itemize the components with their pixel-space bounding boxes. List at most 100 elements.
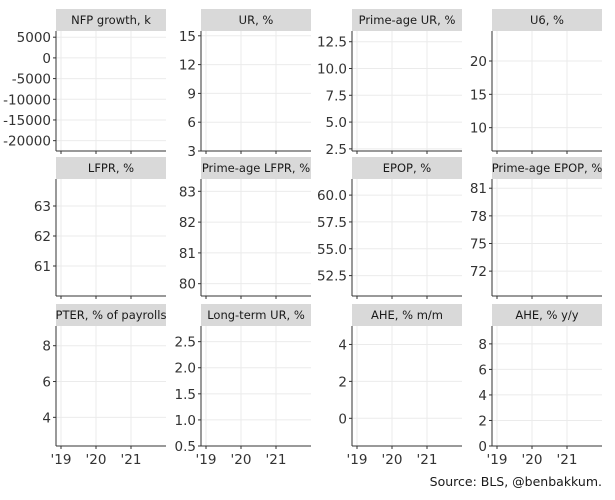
facet-title: Prime-age UR, % — [359, 13, 456, 27]
y-tick-label: 15 — [470, 87, 487, 103]
y-tick-label: 8 — [478, 337, 487, 353]
facet-strip — [492, 304, 602, 326]
facet-strip — [201, 157, 311, 179]
facet-title: EPOP, % — [383, 161, 431, 175]
facet-panel-9: Long-term UR, % 2.5 2.0 1.5 1.0 0.5'19 '20 '21 — [175, 304, 311, 468]
y-tick-label: 52.5 — [317, 269, 347, 285]
y-tick-label: 3 — [187, 144, 196, 160]
facet-panel-10: AHE, % m/m 4 2 0 '19 '20 '21 — [338, 304, 462, 468]
y-tick-label: -10000 — [3, 92, 51, 108]
x-tick-label: '19 — [51, 452, 72, 468]
facet-strip — [352, 157, 462, 179]
y-tick-label: 80 — [179, 277, 196, 293]
x-tick-label: '20 — [522, 452, 543, 468]
x-tick-label: '20 — [382, 452, 403, 468]
facet-title: Prime-age LFPR, % — [202, 161, 310, 175]
facet-strip — [352, 304, 462, 326]
y-tick-label: 78 — [470, 209, 487, 225]
y-tick-label: 62 — [34, 229, 51, 245]
y-tick-label: 2.5 — [326, 142, 347, 158]
y-tick-label: 4 — [42, 410, 51, 426]
y-tick-label: 60.0 — [317, 188, 347, 204]
panel-background — [201, 326, 311, 446]
y-tick-label: 4 — [338, 337, 347, 353]
y-tick-label: 57.5 — [317, 215, 347, 231]
y-tick-label: 0 — [478, 439, 487, 455]
facet-strip — [56, 304, 166, 326]
y-tick-label: 0 — [42, 51, 51, 67]
y-tick-label: 5.0 — [326, 115, 347, 131]
panel-background — [201, 179, 311, 296]
facet-strip — [492, 157, 602, 179]
x-tick-label: '19 — [347, 452, 368, 468]
facet-panel-0: NFP growth, k 5000 0 -5000 -10000 -15000 -2000… — [3, 9, 166, 154]
y-tick-label: 15 — [179, 29, 196, 45]
y-tick-label: 0.5 — [175, 439, 196, 455]
y-tick-label: -15000 — [3, 113, 51, 129]
facet-strip — [352, 9, 462, 31]
y-tick-label: 61 — [34, 259, 51, 275]
y-tick-label: 2 — [338, 374, 347, 390]
facet-title: Long-term UR, % — [207, 308, 305, 322]
y-tick-label: 81 — [179, 246, 196, 262]
x-tick-label: '21 — [557, 452, 578, 468]
panel-background — [201, 31, 311, 151]
facet-panel-2: Prime-age UR, % 12.5 10.0 7.5 5.0 2.5 — [317, 9, 462, 158]
y-tick-label: 9 — [187, 86, 196, 102]
panel-background — [56, 179, 166, 296]
y-tick-label: 2.5 — [175, 335, 196, 351]
y-tick-label: 1.0 — [175, 413, 196, 429]
panel-background — [352, 31, 462, 151]
y-tick-label: 82 — [179, 215, 196, 231]
y-tick-label: 6 — [478, 362, 487, 378]
facet-panel-5: Prime-age LFPR, % 83 82 81 80 — [179, 157, 311, 299]
panel-background — [56, 326, 166, 446]
y-tick-label: -5000 — [12, 72, 51, 88]
y-tick-label: 6 — [42, 375, 51, 391]
x-tick-label: '19 — [196, 452, 217, 468]
facet-title: AHE, % m/m — [371, 308, 443, 322]
y-tick-label: 1.5 — [175, 387, 196, 403]
x-tick-label: '21 — [417, 452, 438, 468]
y-tick-label: 20 — [470, 54, 487, 70]
facet-strip — [56, 9, 166, 31]
panel-background — [352, 179, 462, 296]
y-tick-label: 5000 — [17, 30, 51, 46]
x-tick-label: '20 — [231, 452, 252, 468]
x-tick-label: '19 — [487, 452, 508, 468]
x-tick-label: '21 — [266, 452, 287, 468]
facet-panel-6: EPOP, % 60.0 57.5 55.0 52.5 — [317, 157, 462, 299]
facet-panel-1: UR, % 15 12 9 6 3 — [179, 9, 311, 160]
facet-title: NFP growth, k — [71, 13, 151, 27]
facet-title: U6, % — [530, 13, 564, 27]
x-tick-label: '21 — [121, 452, 142, 468]
facet-title: Prime-age EPOP, % — [492, 161, 603, 175]
panel-background — [56, 31, 166, 151]
facet-title: LFPR, % — [88, 161, 134, 175]
y-tick-label: 7.5 — [326, 88, 347, 104]
y-tick-label: 4 — [478, 388, 487, 404]
y-tick-label: 10 — [470, 121, 487, 137]
facet-panel-7: Prime-age EPOP, % 81 78 75 72 — [470, 157, 603, 299]
y-tick-label: 6 — [187, 115, 196, 131]
facet-panel-8: PTER, % of payrolls 8 6 4 '19 '20 '21 — [42, 304, 166, 468]
y-tick-label: 10.0 — [317, 62, 347, 78]
facet-panel-11: AHE, % y/y 8 6 4 2 0'19 '20 '21 — [478, 304, 602, 468]
y-tick-label: 12.5 — [317, 35, 347, 51]
y-tick-label: -20000 — [3, 134, 51, 150]
facet-strip — [56, 157, 166, 179]
panel-background — [492, 179, 602, 296]
panel-background — [352, 326, 462, 446]
facet-title: AHE, % y/y — [515, 308, 578, 322]
y-tick-label: 12 — [179, 58, 196, 74]
y-tick-label: 0 — [338, 411, 347, 427]
facet-strip — [492, 9, 602, 31]
y-tick-label: 81 — [470, 181, 487, 197]
y-tick-label: 75 — [470, 236, 487, 252]
y-tick-label: 55.0 — [317, 242, 347, 258]
y-tick-label: 63 — [34, 199, 51, 215]
panel-background — [492, 326, 602, 446]
facet-strip — [201, 304, 311, 326]
y-tick-label: 83 — [179, 184, 196, 200]
